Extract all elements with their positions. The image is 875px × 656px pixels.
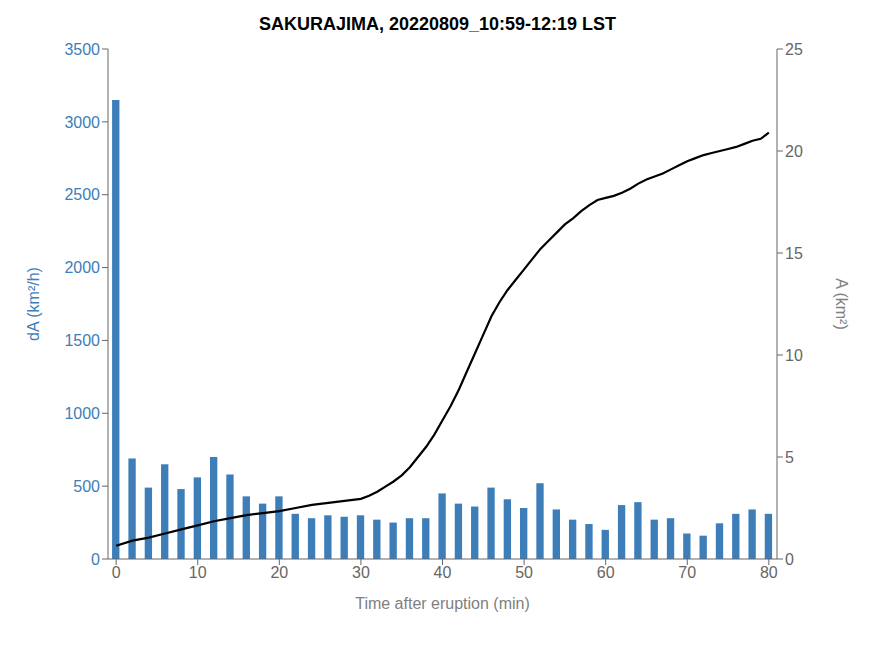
- html-text:SAKURAJIMA, 20220809_10:59-12:: SAKURAJIMA, 20220809_10:59-12:19 LST: [258, 14, 617, 34]
- svg-text:20: 20: [270, 564, 288, 581]
- svg-text:3000: 3000: [64, 114, 100, 131]
- svg-text:2000: 2000: [64, 259, 100, 276]
- svg-text:10: 10: [189, 564, 207, 581]
- svg-text:25: 25: [785, 41, 803, 58]
- svg-text:1500: 1500: [64, 332, 100, 349]
- svg-text:10: 10: [785, 347, 803, 364]
- svg-text:50: 50: [515, 564, 533, 581]
- svg-text:70: 70: [678, 564, 696, 581]
- svg-text:5: 5: [785, 449, 794, 466]
- svg-text:500: 500: [73, 478, 100, 495]
- svg-text:3500: 3500: [64, 41, 100, 58]
- svg-text:dA (km²/h): dA (km²/h): [25, 267, 42, 341]
- svg-text:A (km²): A (km²): [833, 278, 850, 330]
- svg-text:80: 80: [760, 564, 778, 581]
- svg-text:1000: 1000: [64, 405, 100, 422]
- svg-text:30: 30: [352, 564, 370, 581]
- svg-text:2500: 2500: [64, 186, 100, 203]
- svg-text:60: 60: [597, 564, 615, 581]
- svg-text:15: 15: [785, 245, 803, 262]
- svg-text:0: 0: [785, 551, 794, 568]
- svg-text:Time after eruption (min): Time after eruption (min): [355, 595, 530, 612]
- svg-text:20: 20: [785, 143, 803, 160]
- svg-text:0: 0: [112, 564, 121, 581]
- svg-text:40: 40: [434, 564, 452, 581]
- svg-text:0: 0: [91, 551, 100, 568]
